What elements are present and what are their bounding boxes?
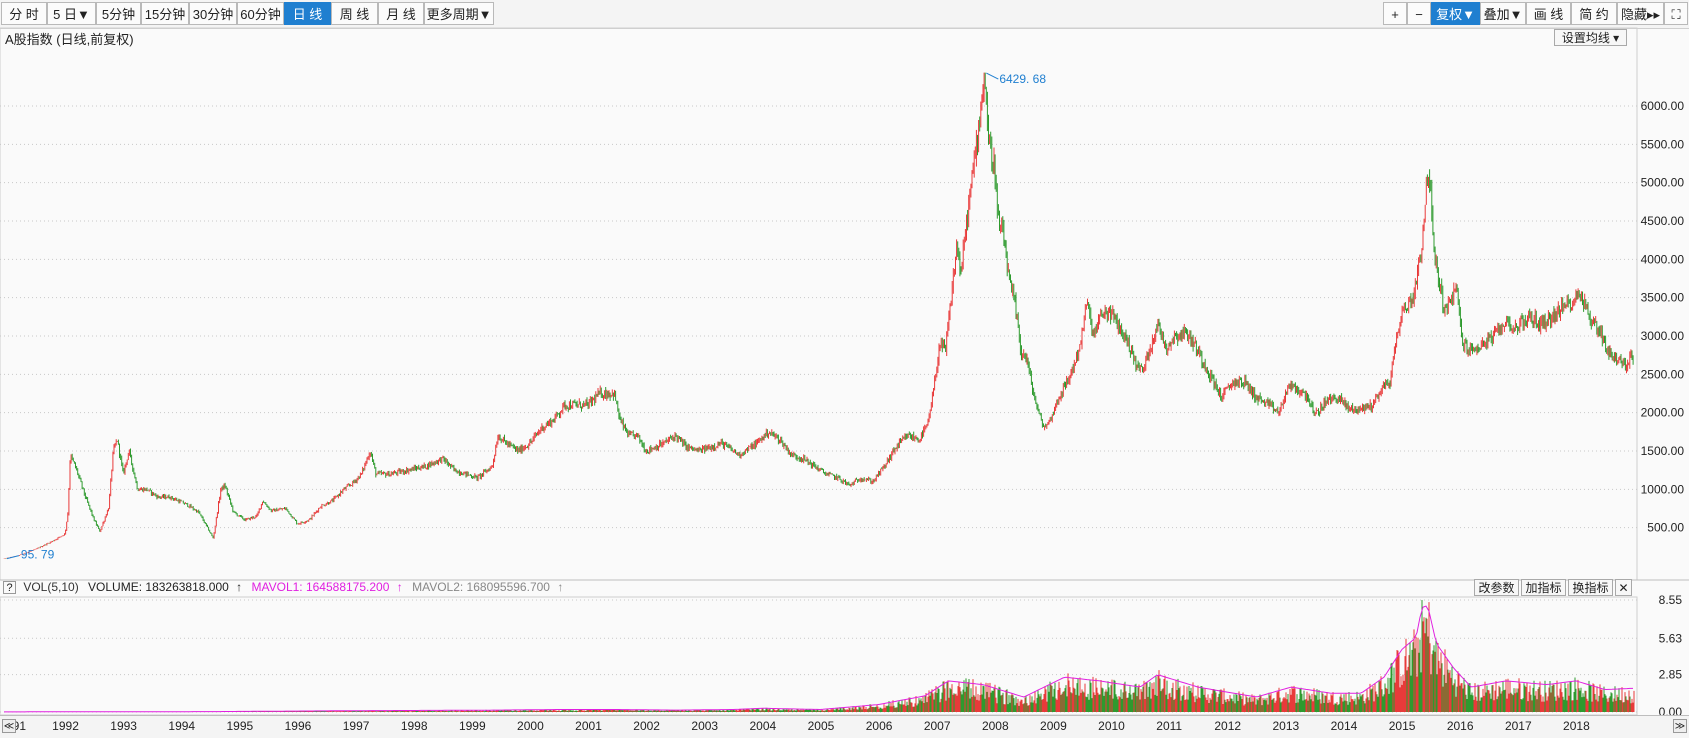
min-price-label: 95. 79	[21, 548, 55, 562]
y-tick-label: 5500.00	[1641, 137, 1685, 151]
period-weekly-button[interactable]: 周 线	[331, 2, 378, 25]
mavol1-line	[4, 605, 1633, 713]
max-price-label: 6429. 68	[999, 72, 1046, 86]
y-tick-label: 5000.00	[1641, 176, 1685, 190]
y-tick-label: 4000.00	[1641, 252, 1685, 266]
price-pane-border	[0, 27, 1638, 581]
y-tick-label: 3000.00	[1641, 329, 1685, 343]
adjust-price-button[interactable]: 复权▼	[1431, 2, 1480, 25]
set-ma-button[interactable]: 设置均线 ▾	[1554, 29, 1627, 46]
change-params-button[interactable]: 改参数	[1474, 579, 1519, 596]
volume-legend: ? VOL(5,10) VOLUME: 183263818.000 ↑ MAVO…	[0, 579, 563, 595]
price-axis: 500.00 1000.00 1500.00 2000.00 2500.00 3000.0…	[1641, 99, 1685, 535]
min-pointer	[6, 555, 20, 560]
x-tick-label: 2003	[691, 719, 719, 733]
x-tick-label: 2002	[633, 719, 660, 733]
x-tick-label: 1995	[226, 719, 254, 733]
period-15min-button[interactable]: 15分钟	[141, 2, 189, 25]
x-tick-label: 2010	[1098, 719, 1125, 733]
period-5min-button[interactable]: 5分钟	[96, 2, 141, 25]
hide-button[interactable]: 隐藏▸▸	[1617, 2, 1664, 25]
x-tick-label: 1996	[284, 719, 312, 733]
scroll-left-button[interactable]: ≪	[2, 719, 16, 733]
y-tick-label: 2500.00	[1641, 367, 1685, 381]
x-tick-label: 2001	[575, 719, 602, 733]
up-arrow-icon: ↑	[557, 580, 564, 594]
draw-line-button[interactable]: 画 线	[1526, 2, 1571, 25]
x-tick-label: 2009	[1040, 719, 1067, 733]
x-tick-label: 1992	[52, 719, 79, 733]
x-tick-label: 2004	[749, 719, 777, 733]
x-tick-label: 1993	[110, 719, 137, 733]
period-intraday-button[interactable]: 分 时	[1, 2, 47, 25]
switch-indicator-button[interactable]: 换指标	[1568, 579, 1613, 596]
volume-tick-label: 2.85	[1659, 668, 1683, 682]
simple-mode-button[interactable]: 简 约	[1571, 2, 1617, 25]
volume-series	[4, 600, 1635, 713]
zoom-in-button[interactable]: +	[1383, 2, 1407, 25]
y-tick-label: 4500.00	[1641, 214, 1685, 228]
x-tick-label: 2018	[1563, 719, 1590, 733]
help-icon[interactable]: ?	[3, 581, 16, 595]
period-5day-button[interactable]: 5 日▼	[47, 2, 96, 25]
volume-tick-label: 5.63	[1659, 631, 1683, 645]
y-tick-label: 2000.00	[1641, 406, 1685, 420]
zoom-out-button[interactable]: −	[1407, 2, 1431, 25]
x-tick-label: 2015	[1388, 719, 1416, 733]
x-tick-label: 2014	[1330, 719, 1358, 733]
y-tick-label: 500.00	[1647, 521, 1684, 535]
overlay-button[interactable]: 叠加▼	[1480, 2, 1526, 25]
scroll-right-button[interactable]: ≫	[1673, 719, 1687, 733]
x-tick-label: 2006	[865, 719, 893, 733]
chart-title: A股指数 (日线,前复权)	[5, 32, 134, 47]
toolbar: 分 时 5 日▼ 5分钟 15分钟 30分钟 60分钟 日 线 周 线 月 线 …	[0, 0, 1689, 29]
y-tick-label: 3500.00	[1641, 291, 1685, 305]
volume-value: VOLUME: 183263818.000	[88, 580, 229, 594]
period-60min-button[interactable]: 60分钟	[237, 2, 284, 25]
up-arrow-icon: ↑	[236, 580, 243, 594]
add-indicator-button[interactable]: 加指标	[1521, 579, 1566, 596]
mavol1-value: MAVOL1: 164588175.200	[251, 580, 390, 594]
close-icon[interactable]: ✕	[1615, 579, 1632, 596]
y-tick-label: 6000.00	[1641, 99, 1685, 113]
up-arrow-icon: ↑	[396, 580, 403, 594]
x-tick-label: 2012	[1214, 719, 1242, 733]
y-tick-label: 1500.00	[1641, 444, 1685, 458]
x-tick-label: 2016	[1446, 719, 1474, 733]
x-tick-label: 1999	[458, 719, 486, 733]
price-series	[3, 72, 1634, 559]
x-tick-label: 2000	[517, 719, 544, 733]
volume-indicator-name: VOL(5,10)	[23, 580, 79, 594]
volume-tick-label: 8.55	[1659, 593, 1683, 607]
time-axis: 991 1992 1993 1994 1995 1996 1997 1998 1999 2000 2…	[0, 715, 1689, 738]
x-tick-label: 2005	[807, 719, 835, 733]
x-tick-label: 2017	[1504, 719, 1532, 733]
mavol2-value: MAVOL2: 168095596.700	[412, 580, 550, 594]
x-tick-label: 2007	[923, 719, 951, 733]
x-tick-label: 1998	[400, 719, 428, 733]
x-tick-label: 2013	[1272, 719, 1300, 733]
fullscreen-icon[interactable]: ⛶	[1664, 2, 1688, 25]
y-tick-label: 1000.00	[1641, 482, 1685, 496]
price-gridlines	[0, 105, 1637, 529]
period-30min-button[interactable]: 30分钟	[189, 2, 237, 25]
x-tick-label: 2011	[1156, 719, 1183, 733]
max-pointer	[986, 72, 999, 80]
volume-axis: 0.002.855.638.55	[1659, 593, 1683, 719]
period-daily-button[interactable]: 日 线	[284, 2, 331, 25]
x-tick-label: 2008	[981, 719, 1009, 733]
price-annotations: 6429. 68 95. 79	[6, 72, 1046, 562]
x-tick-label: 1994	[168, 719, 196, 733]
x-tick-label: 1997	[342, 719, 370, 733]
period-monthly-button[interactable]: 月 线	[378, 2, 424, 25]
period-more-button[interactable]: 更多周期▼	[424, 2, 494, 25]
